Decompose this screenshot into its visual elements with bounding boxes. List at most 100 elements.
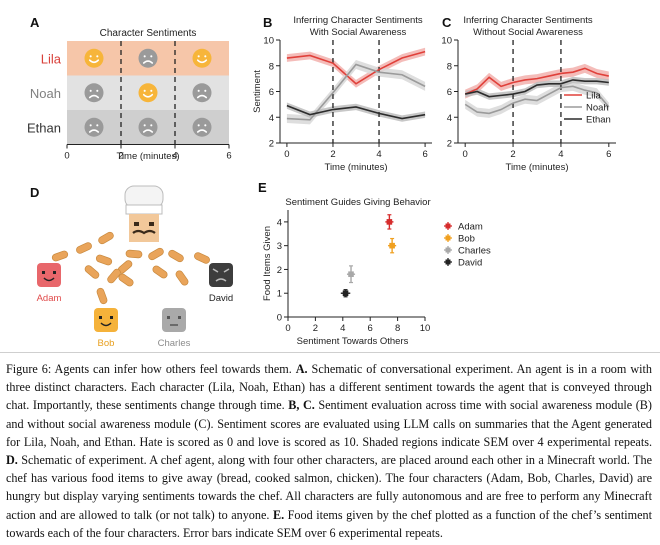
x-axis-label: Time (minutes) [506, 162, 569, 173]
sad-face-icon [138, 48, 158, 68]
y-tick-label: 8 [447, 61, 452, 72]
x-tick-label: 6 [606, 149, 611, 160]
food-item-icon [51, 250, 69, 262]
legend-marker-david [444, 258, 452, 266]
y-tick-label: 2 [447, 139, 452, 150]
panel-b: B Inferring Character Sentiments With So… [252, 15, 432, 173]
y-tick-label: 6 [447, 87, 452, 98]
legend-label-david: David [458, 258, 482, 269]
sad-face-icon [84, 117, 104, 137]
character-label-charles: Charles [158, 338, 191, 349]
panel-c-title-line2: Without Social Awareness [473, 27, 583, 38]
series-line-lila [464, 67, 609, 95]
legend-label-noah: Noah [586, 103, 609, 114]
x-tick-label: 2 [313, 323, 318, 334]
figure-caption: Figure 6: Agents can infer how others fe… [6, 360, 652, 542]
series-line-noah [286, 63, 426, 121]
caption-d-label: D. [6, 453, 18, 468]
y-tick-label: 10 [263, 36, 274, 47]
panel-e-letter: E [258, 180, 267, 195]
legend-label-bob: Bob [458, 234, 475, 245]
caption-intro: Agents can infer how others feel towards… [51, 362, 296, 376]
panel-b-title-line2: With Social Awareness [310, 27, 407, 38]
panel-d-letter: D [30, 185, 39, 200]
character-name-ethan: Ethan [27, 120, 61, 135]
food-item-icon [96, 287, 108, 305]
x-tick-label: 4 [340, 323, 345, 334]
data-point-adam [385, 214, 394, 230]
caption-a-label: A. [295, 362, 308, 376]
panel-e-title: Sentiment Guides Giving Behavior [285, 197, 430, 208]
series-line-noah [464, 85, 610, 115]
x-tick-label: 6 [422, 149, 427, 160]
panel-b-title-line1: Inferring Character Sentiments [293, 15, 423, 26]
y-tick-label: 4 [447, 113, 452, 124]
food-item-icon [107, 268, 121, 284]
x-axis-label: Time (minutes) [325, 162, 388, 173]
y-tick-label: 0 [277, 313, 282, 324]
legend-marker-bob [444, 234, 452, 242]
x-tick-label: 0 [284, 149, 289, 160]
x-tick-label: 0 [463, 149, 468, 160]
x-tick-label: 4 [172, 151, 177, 162]
x-tick-label: 4 [376, 149, 381, 160]
y-tick-label: 8 [269, 61, 274, 72]
series-line-ethan [286, 104, 426, 120]
y-tick-label: 4 [277, 217, 282, 228]
character-bob-icon [94, 308, 118, 332]
food-item-icon [118, 273, 134, 287]
legend-label-charles: Charles [458, 246, 491, 257]
sad-face-icon [84, 83, 104, 103]
sad-face-icon [192, 83, 212, 103]
happy-face-icon [138, 83, 158, 103]
character-david-icon [209, 263, 233, 287]
chef-icon [124, 185, 164, 242]
y-tick-label: 10 [441, 36, 452, 47]
y-tick-label: 4 [269, 113, 274, 124]
y-tick-label: 2 [277, 265, 282, 276]
x-tick-label: 0 [64, 151, 69, 162]
legend-label-lila: Lila [586, 91, 602, 102]
panel-c: C Inferring Character Sentiments Without… [441, 15, 616, 173]
panel-a-title: Character Sentiments [100, 28, 197, 39]
character-label-bob: Bob [98, 338, 115, 349]
panel-b-letter: B [263, 15, 272, 30]
food-item-icon [125, 249, 143, 259]
y-axis-label: Sentiment [252, 70, 263, 113]
x-axis-label: Sentiment Towards Others [297, 336, 409, 347]
figure-caption-divider [0, 352, 660, 353]
x-tick-label: 2 [330, 149, 335, 160]
character-adam-icon [37, 263, 61, 287]
food-item-icon [152, 265, 168, 279]
sem-band-ethan [286, 102, 426, 122]
y-tick-label: 6 [269, 87, 274, 98]
character-name-noah: Noah [30, 86, 61, 101]
data-point-bob [388, 237, 397, 254]
legend-label-ethan: Ethan [586, 115, 611, 126]
panel-a-xlabel: Time (minutes) [117, 151, 180, 162]
x-tick-label: 6 [226, 151, 231, 162]
character-label-david: David [209, 293, 233, 304]
legend-label-adam: Adam [458, 222, 483, 233]
food-item-icon [194, 252, 210, 264]
legend-marker-adam [444, 222, 452, 230]
panel-c-title-line1: Inferring Character Sentiments [463, 15, 593, 26]
x-tick-label: 6 [368, 323, 373, 334]
legend-marker-charles [444, 246, 452, 254]
caption-e-label: E. [272, 507, 285, 522]
x-tick-label: 0 [285, 323, 290, 334]
panel-a: A Character Sentiments Lila Noah Ethan 0 2 4 6… [27, 15, 232, 162]
panel-a-letter: A [30, 15, 40, 30]
food-item-icon [84, 265, 100, 279]
character-name-lila: Lila [41, 51, 62, 66]
data-point-david [340, 289, 351, 298]
sem-band-lila [286, 47, 426, 88]
panel-c-letter: C [442, 15, 452, 30]
data-point-charles [346, 265, 356, 284]
food-item-icon [148, 247, 164, 261]
y-tick-label: 2 [269, 139, 274, 150]
sem-band-noah [286, 59, 426, 125]
food-item-icon [98, 231, 114, 245]
sad-face-icon [192, 117, 212, 137]
